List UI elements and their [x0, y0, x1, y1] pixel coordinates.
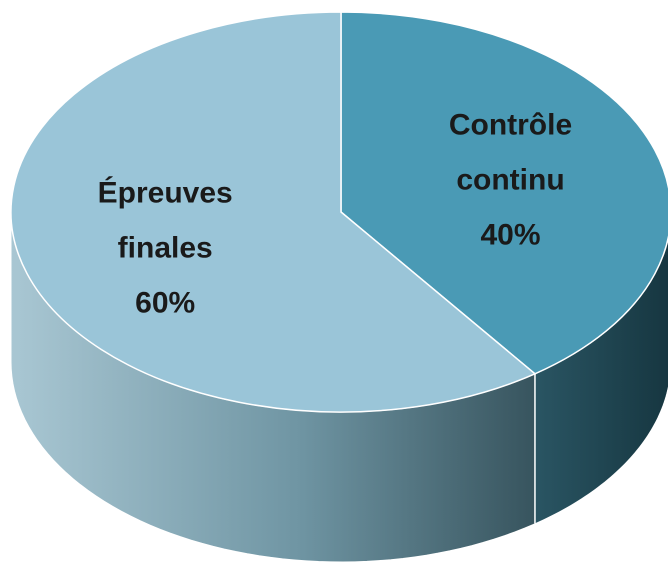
- slice-name-label-controle-continu: Contrôle: [449, 109, 572, 142]
- pie-slices: [10, 11, 668, 413]
- pie-labels: Contrôle continu 40% Épreuves finales 60%: [98, 109, 573, 320]
- pie-slice-epreuves-finales: [10, 11, 537, 413]
- slice-name-label-epreuves-finales: finales: [118, 232, 213, 265]
- pie-slice-controle-continu: [340, 11, 668, 375]
- slice-value-label-epreuves-finales: 60%: [135, 287, 195, 320]
- slice-name-label-epreuves-finales: Épreuves: [98, 176, 233, 210]
- slice-value-label-controle-continu: 40%: [480, 219, 540, 252]
- slice-name-label-controle-continu: continu: [456, 164, 564, 197]
